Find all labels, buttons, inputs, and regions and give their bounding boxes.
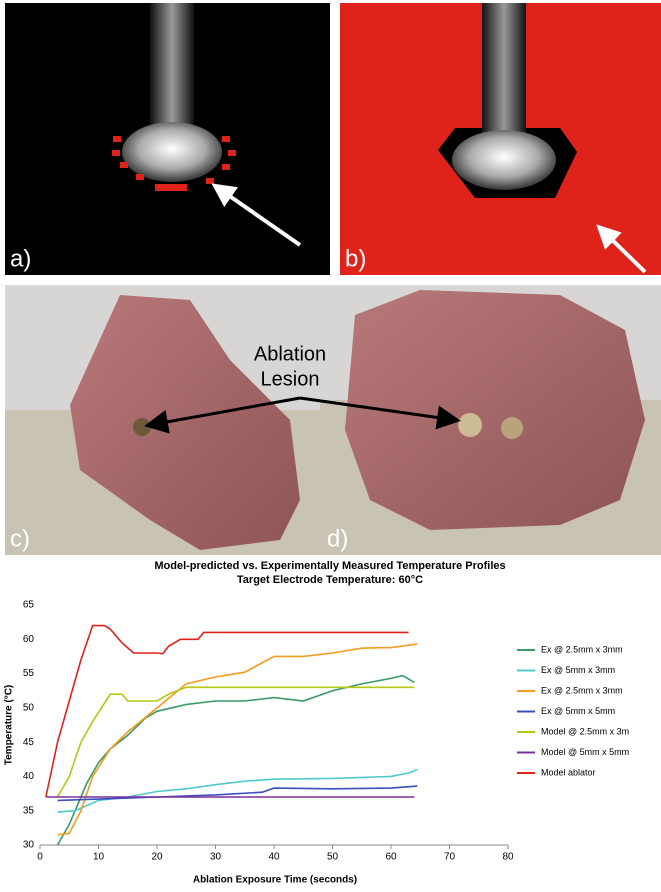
series-line — [46, 626, 409, 797]
page: {"panels": {"labels": ["a)", "b)", "c)",… — [0, 0, 661, 887]
x-tick-label: 20 — [151, 852, 163, 863]
legend-label: Model @ 2.5mm x 3m — [541, 726, 629, 736]
chart: Model-predicted vs. Experimentally Measu… — [4, 560, 630, 886]
y-tick-label: 50 — [23, 702, 35, 713]
electrode-rod — [482, 3, 526, 133]
y-axis-label: Temperature (°C) — [4, 685, 15, 766]
y-tick-label: 45 — [23, 737, 35, 748]
panel-label: b) — [345, 245, 366, 272]
electrode-rod — [150, 3, 194, 133]
legend-label: Ex @ 2.5mm x 3mm — [541, 685, 623, 695]
x-tick-label: 10 — [93, 852, 105, 863]
lesion — [501, 417, 523, 439]
series-line — [58, 687, 415, 797]
y-tick-label: 55 — [23, 668, 35, 679]
y-tick-label: 60 — [23, 634, 35, 645]
x-tick-label: 60 — [385, 852, 397, 863]
figure: a) b) c) d) Ablation Lesion Model-predic… — [0, 0, 661, 887]
lesion — [458, 413, 482, 437]
panel-label: d) — [327, 525, 348, 552]
electrode-tip — [122, 122, 222, 182]
series-line — [58, 676, 415, 845]
chart-subtitle: Target Electrode Temperature: 60°C — [237, 574, 423, 586]
electrode-tip — [452, 130, 556, 190]
series-line — [58, 770, 418, 813]
legend-label: Ex @ 5mm x 3mm — [541, 665, 615, 675]
x-tick-label: 30 — [210, 852, 222, 863]
legend-label: Model ablator — [541, 767, 596, 777]
legend-label: Ex @ 5mm x 5mm — [541, 706, 615, 716]
y-tick-label: 40 — [23, 771, 35, 782]
x-axis-label: Ablation Exposure Time (seconds) — [193, 875, 357, 886]
chart-title: Model-predicted vs. Experimentally Measu… — [154, 560, 505, 572]
x-tick-label: 0 — [37, 852, 43, 863]
lesion — [133, 418, 151, 436]
panel-label: a) — [10, 245, 31, 272]
y-tick-label: 35 — [23, 805, 35, 816]
annotation: Lesion — [261, 368, 320, 390]
y-tick-label: 65 — [23, 600, 35, 611]
panel-label: c) — [10, 525, 30, 552]
x-tick-label: 50 — [327, 852, 339, 863]
annotation: Ablation — [254, 343, 326, 365]
legend-label: Ex @ 2.5mm x 3mm — [541, 644, 623, 654]
legend-label: Model @ 5mm x 5mm — [541, 747, 629, 757]
x-tick-label: 40 — [268, 852, 280, 863]
series-line — [58, 644, 418, 835]
series-line — [58, 786, 418, 800]
x-tick-label: 80 — [502, 852, 514, 863]
x-tick-label: 70 — [444, 852, 456, 863]
y-tick-label: 30 — [23, 840, 35, 851]
